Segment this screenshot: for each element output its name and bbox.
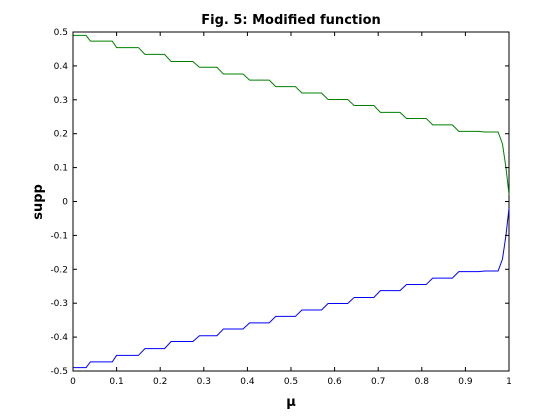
x-tick-label: 0.3 [197, 377, 211, 387]
chart-title: Fig. 5: Modified function [201, 13, 381, 28]
y-tick-label: -0.4 [50, 333, 68, 343]
x-tick-label: 0.9 [458, 377, 473, 387]
x-tick-label: 0 [70, 377, 76, 387]
y-tick-label: 0.2 [54, 130, 68, 140]
x-tick-label: 0.2 [153, 377, 167, 387]
x-tick-label: 0.7 [371, 377, 385, 387]
x-tick-label: 0.1 [109, 377, 123, 387]
y-axis: 0.5 0.4 0.3 0.2 0.1 0 -0.1 -0.2 -0.3 -0.4 -0.5 [50, 28, 509, 377]
x-tick-label: 0.5 [284, 377, 298, 387]
y-tick-label: 0 [62, 198, 68, 208]
y-tick-label: 0.1 [54, 164, 68, 174]
y-tick-label: -0.3 [50, 299, 68, 309]
y-tick-label: -0.5 [50, 367, 68, 377]
x-tick-label: 0.6 [327, 377, 342, 387]
axes-box [72, 31, 510, 372]
y-tick-label: 0.5 [54, 28, 68, 38]
x-tick-label: 0.4 [240, 377, 255, 387]
x-tick-label: 0.8 [415, 377, 430, 387]
x-axis: 0 0.1 0.2 0.3 0.4 0.5 0.6 0.7 0.8 0.9 1 [70, 32, 512, 387]
series-line-2 [73, 208, 510, 369]
y-tick-label: -0.1 [50, 231, 68, 241]
y-axis-label: supp [31, 184, 46, 220]
y-tick-label: 0.4 [54, 62, 69, 72]
y-tick-label: -0.2 [50, 265, 68, 275]
x-axis-label: μ [286, 395, 296, 410]
plot-area: 0 0.1 0.2 0.3 0.4 0.5 0.6 0.7 0.8 0.9 1 0.50.40.30… [50, 28, 511, 387]
series-line-1 [73, 34, 510, 195]
y-tick-label: 0.3 [54, 96, 68, 106]
series-layer [73, 34, 510, 369]
x-tick-label: 1 [506, 377, 512, 387]
